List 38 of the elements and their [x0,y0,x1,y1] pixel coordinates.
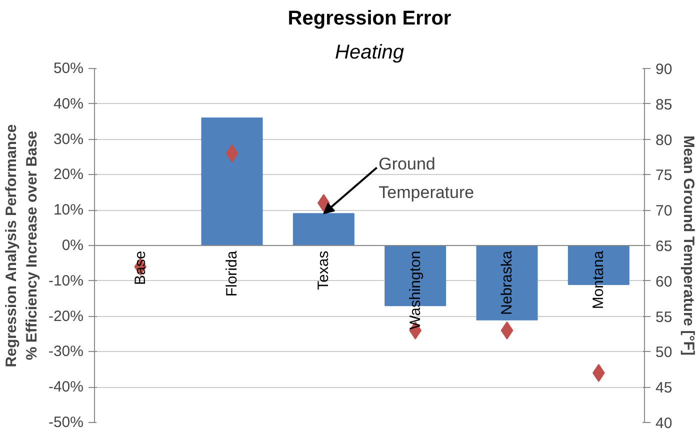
point [226,144,238,162]
y2-tick-label: 45 [656,380,672,397]
y2-tick-label: 75 [656,167,672,184]
chart-subtitle: Heating [335,42,404,64]
y-tick-label: 40% [53,95,84,112]
y-tick-label: 30% [53,130,84,148]
x-tick-label: Base [132,250,149,285]
y-tick-label: 10% [53,202,84,219]
chart-title: Regression Error [288,8,452,30]
y-tick-label: 50% [53,60,84,77]
y2-tick-label: 85 [656,96,672,114]
bar [292,213,354,246]
y2-tick-label: 55 [656,308,672,326]
y-tick-label: -10% [48,272,84,290]
y-tick-label: -40% [48,378,84,396]
point [500,321,514,340]
bar [476,245,538,320]
y-tick-label: -30% [48,343,84,360]
x-tick-label: Florida [224,250,240,297]
y-tick-label: -20% [48,308,84,325]
y-tick-label: 20% [53,166,84,184]
x-tick-label: Nebraska [498,250,516,316]
y2-tick-label: 50 [656,344,672,362]
x-tick-label: Texas [315,250,332,290]
y-tick-label: 0% [62,237,84,254]
y2-tick-label: 65 [656,238,672,255]
y-axis-title: Regression Analysis Performance % Efficiency Increase over Base [3,124,40,368]
y2-tick-label: 80 [656,132,672,149]
bar [201,118,263,246]
y2-tick-label: 90 [656,61,672,78]
x-tick-label: Montana [590,250,608,310]
y2-axis-title: Mean Ground Temperature [°F] [680,136,698,356]
y-tick-label: -50% [48,414,84,431]
annotation: Ground Temperature [378,154,474,202]
y2-tick-label: 40 [656,415,672,432]
y2-tick-label: 70 [656,202,672,220]
x-tick-label: Washington [406,250,424,330]
y2-tick-label: 60 [656,273,672,290]
